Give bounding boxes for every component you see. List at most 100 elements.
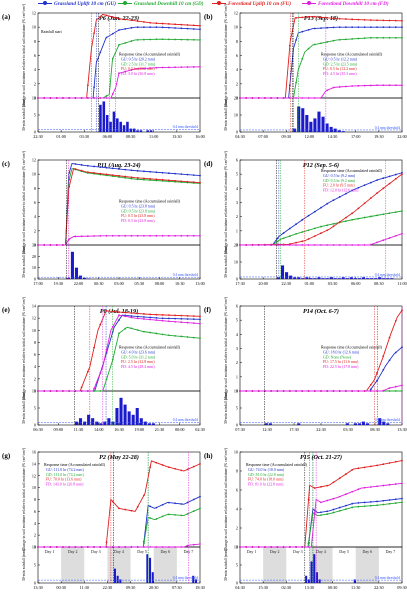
series-point (62, 390, 64, 392)
rain-bar (119, 397, 123, 425)
panel-title: P12 (Sep. 5-6) (303, 162, 339, 169)
series-point (388, 387, 391, 389)
rain-bar (293, 277, 297, 279)
x-tick-label: 17:30 (289, 427, 299, 432)
rain-axis-label: 30-min rainfall (mm) (22, 98, 26, 131)
series-point (388, 84, 391, 87)
series-point (326, 202, 329, 205)
series-point (86, 390, 89, 392)
x-tick-label: 19:30 (374, 134, 384, 139)
series-point (264, 546, 266, 548)
x-tick-label: 02:30 (282, 585, 292, 590)
series-point (388, 175, 391, 178)
series-point (155, 546, 158, 548)
series-point (199, 495, 201, 498)
series-point (105, 234, 108, 237)
series-point (186, 66, 189, 68)
y-tick-label: 8 (34, 497, 36, 502)
series-point (338, 86, 341, 88)
series-point (388, 499, 391, 501)
series-point (192, 510, 195, 513)
series-point (351, 26, 354, 29)
threshold-label: 0.4 mm threshold (375, 126, 400, 130)
series-point (320, 244, 322, 246)
series-point (155, 22, 158, 25)
series-point (345, 390, 347, 392)
series-point (180, 514, 183, 517)
series-point (301, 390, 304, 392)
series-point (270, 244, 273, 246)
x-tick-label: 02:30 (195, 427, 205, 432)
series-point (394, 211, 397, 213)
series-point (136, 315, 139, 318)
series-line (38, 235, 200, 246)
series-point (93, 97, 95, 99)
rain-bar (99, 423, 103, 425)
series-point (192, 498, 195, 501)
series-point (363, 26, 366, 29)
rain-y-tick-label: 5 (236, 563, 238, 568)
series-point (357, 84, 360, 87)
series-point (49, 546, 52, 548)
x-tick-label: 06:30 (33, 427, 43, 432)
series-point (111, 57, 114, 60)
series-point (332, 390, 335, 392)
series-point (320, 511, 322, 514)
series-point (124, 508, 127, 511)
rain-bar (289, 275, 293, 279)
series-point (307, 214, 310, 217)
series-point (394, 483, 397, 485)
rain-bar (297, 423, 301, 425)
series-point (401, 309, 403, 312)
series-point (180, 66, 183, 69)
rain-y-tick-label: 10 (234, 260, 238, 265)
series-point (167, 234, 170, 237)
series-point (363, 466, 366, 469)
response-entry: GD: 0.5 hr (9.2 mm) (323, 179, 356, 183)
series-point (382, 389, 385, 392)
rain-bar (315, 572, 318, 583)
series-point (186, 512, 189, 515)
y-tick-label: 14 (32, 304, 37, 309)
rain-bar (353, 579, 356, 583)
series-point (357, 488, 360, 491)
chart-panel: 0 1 2 3 4 5 6 0 5 10 07:30 12:30 17:30 22:30 03:30 08:3… (204, 296, 407, 432)
series-point (180, 180, 183, 183)
series-point (363, 84, 366, 87)
series-point (161, 171, 164, 174)
rain-bar (309, 278, 313, 279)
rain-axis-label: 30-min rainfall (mm) (224, 391, 228, 424)
x-tick-label: 11:30 (80, 585, 89, 590)
series-point (167, 466, 170, 469)
y-tick-label: 1 (236, 374, 238, 379)
y-axis-label: Change in soil moisture relative to init… (22, 447, 26, 551)
series-point (394, 19, 397, 22)
series-point (149, 316, 152, 319)
x-tick-label: 04:30 (235, 134, 245, 139)
rain-bar (285, 272, 289, 279)
x-tick-label: 09:00 (53, 427, 63, 432)
rain-bar (122, 125, 126, 132)
series-point (388, 26, 391, 29)
x-tick-label: 05:30 (134, 281, 144, 286)
series-point (74, 168, 77, 170)
series-point (155, 319, 158, 322)
series-line (240, 501, 403, 548)
series-point (345, 504, 347, 507)
day-label: Day 2 (270, 549, 280, 554)
rain-y-tick-label: 0 (236, 130, 238, 135)
rain-bar (325, 278, 329, 279)
legend-entry: Grassland Downhill 10 cm (GD) (118, 1, 203, 7)
series-point (338, 477, 341, 480)
rain-bar (361, 277, 366, 279)
series-point (93, 346, 95, 349)
x-tick-label: 00:30 (56, 585, 66, 590)
series-point (313, 487, 316, 489)
series-point (155, 317, 158, 319)
rain-y-tick-label: 20 (234, 96, 238, 101)
series-point (376, 179, 378, 181)
series-point (326, 484, 329, 487)
x-tick-label: 12:30 (262, 427, 272, 432)
rain-bar (146, 554, 149, 583)
